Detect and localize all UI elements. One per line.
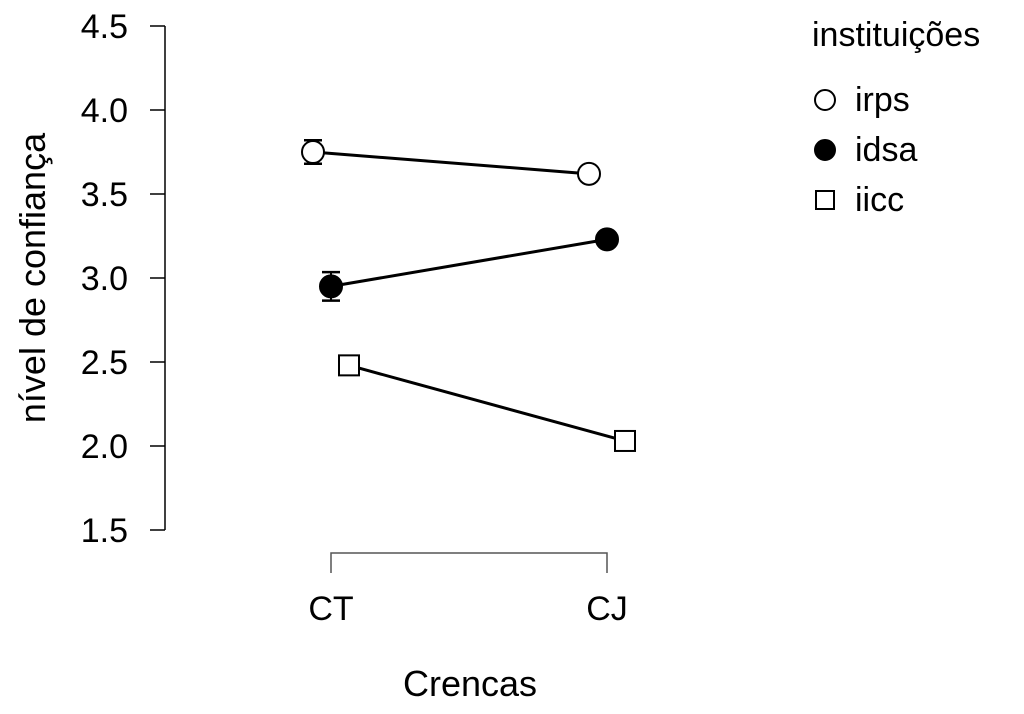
open-circle-marker <box>301 140 325 164</box>
filled-circle-marker <box>814 139 836 161</box>
plot-area <box>301 138 636 452</box>
y-axis: 1.5 2.0 2.5 3.0 3.5 4.0 4.5 <box>81 8 166 550</box>
y-tick-label: 2.0 <box>81 428 128 466</box>
x-axis: CT CJ <box>308 552 628 628</box>
square-marker <box>338 354 360 377</box>
square-marker <box>614 429 636 452</box>
x-tick-label: CJ <box>586 590 628 628</box>
y-tick-label: 3.5 <box>81 176 128 214</box>
x-axis-bracket <box>330 552 608 573</box>
series-line <box>330 237 608 288</box>
legend-title: instituições <box>812 16 980 54</box>
y-tick-label: 3.0 <box>81 260 128 298</box>
y-axis-label: nível de confiança <box>12 132 53 423</box>
series-line <box>348 363 626 443</box>
legend-label-iicc: iicc <box>855 181 904 219</box>
filled-circle-marker <box>595 227 619 252</box>
y-tick-label: 4.0 <box>81 92 128 130</box>
filled-circle-marker <box>319 274 343 299</box>
legend: instituições irps idsa iicc <box>812 16 980 219</box>
y-tick-label: 2.5 <box>81 344 128 382</box>
legend-label-idsa: idsa <box>855 131 917 169</box>
square-marker <box>815 190 835 210</box>
x-axis-label: Crencas <box>403 663 537 704</box>
series-idsa <box>319 227 619 302</box>
series-iicc <box>338 354 636 452</box>
legend-label-irps: irps <box>855 81 910 119</box>
open-circle-marker <box>814 89 836 111</box>
y-tick-label: 4.5 <box>81 8 128 46</box>
open-circle-marker <box>577 161 601 186</box>
x-tick-label: CT <box>308 590 353 628</box>
series-line <box>312 150 590 176</box>
series-irps <box>301 138 601 186</box>
y-tick-label: 1.5 <box>81 512 128 550</box>
